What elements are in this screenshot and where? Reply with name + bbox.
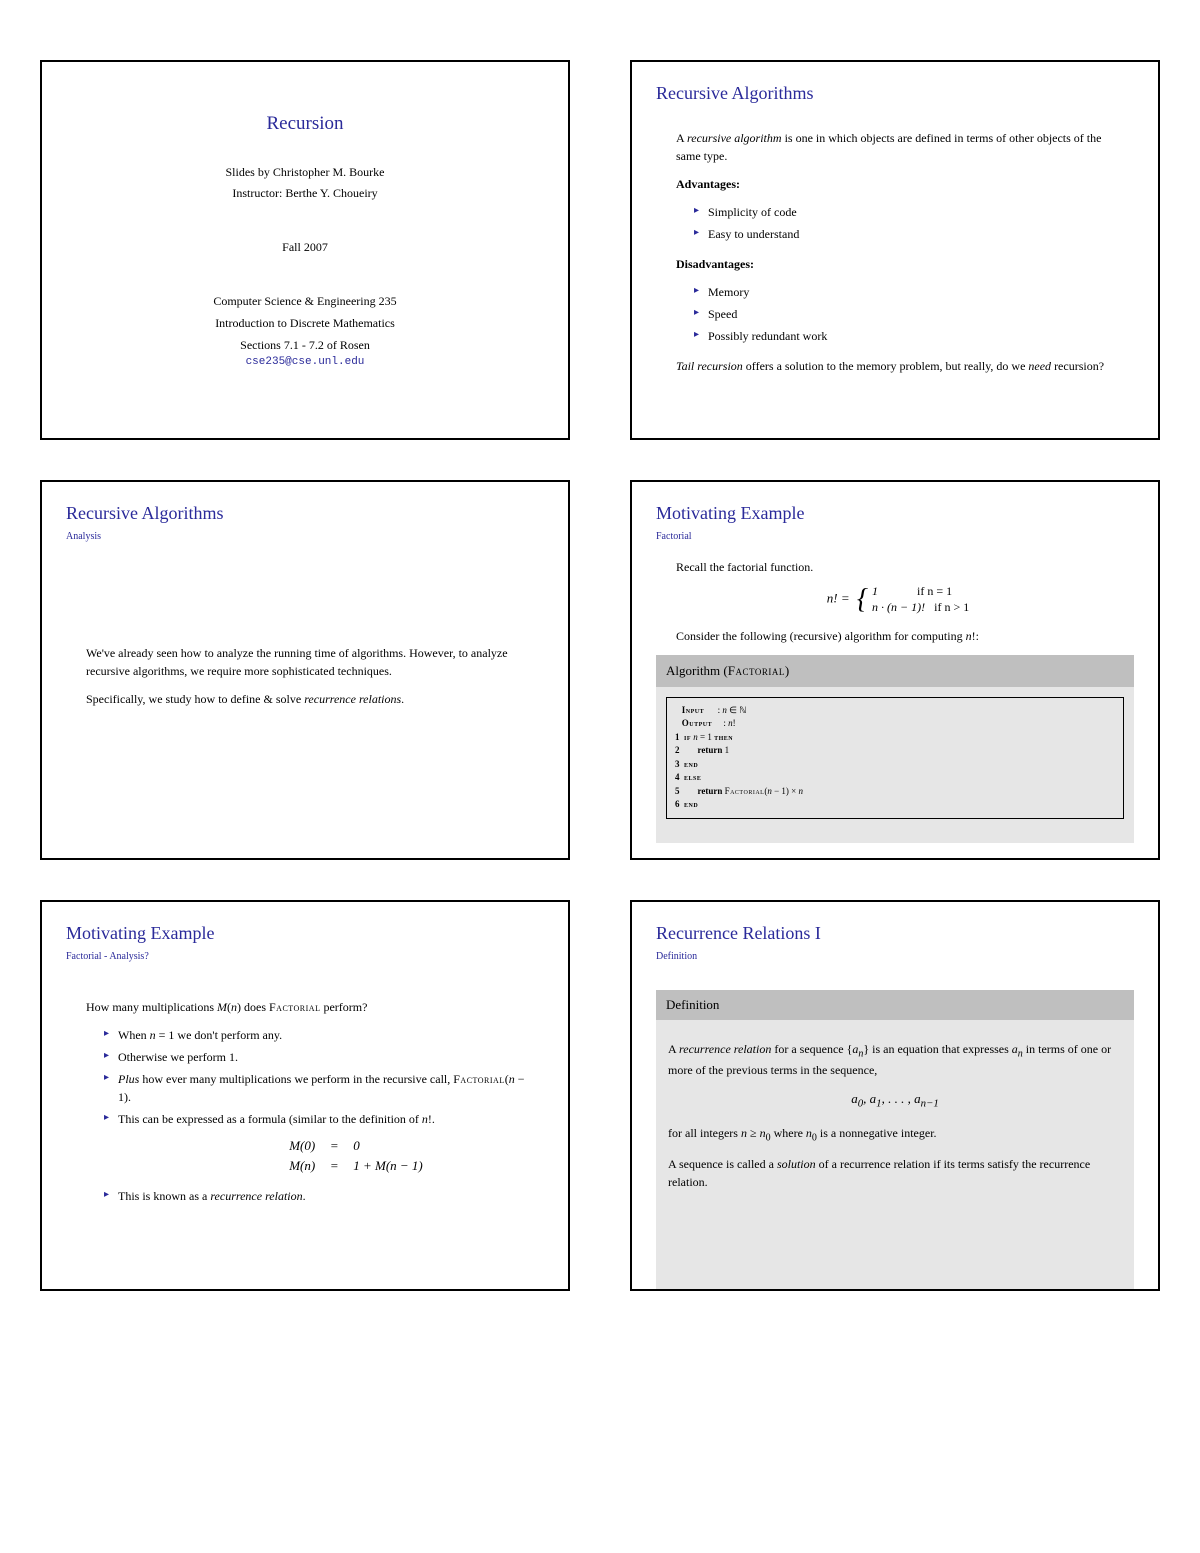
slide-2: Recursive Algorithms A recursive algorit…: [630, 60, 1160, 440]
slide-4: Motivating Example Factorial Recall the …: [630, 480, 1160, 860]
formula-lhs: n! =: [827, 591, 850, 606]
question-text: How many multiplications M(n) does Facto…: [86, 998, 530, 1016]
para-1: We've already seen how to analyze the ru…: [86, 644, 530, 680]
list-item: Memory: [694, 283, 1120, 301]
list-item: Otherwise we perform 1.: [104, 1048, 530, 1066]
slide-6: Recurrence Relations I Definition Defini…: [630, 900, 1160, 1291]
disadvantages-list: Memory Speed Possibly redundant work: [676, 283, 1120, 345]
list-item: This is known as a recurrence relation.: [104, 1187, 530, 1205]
term: Fall 2007: [66, 238, 544, 256]
case-2: n · (n − 1)!: [872, 600, 925, 614]
slide-grid: Recursion Slides by Christopher M. Bourk…: [40, 60, 1160, 1291]
def-text-1: A recurrence relation for a sequence {an…: [668, 1040, 1122, 1079]
case-1-cond: if n = 1: [917, 584, 952, 598]
algo-line: 3 end: [675, 758, 1115, 772]
eq-lhs: M(n): [265, 1156, 315, 1176]
disadvantages-label: Disadvantages:: [676, 255, 1120, 273]
slide-title: Motivating Example: [66, 920, 544, 947]
advantages-label: Advantages:: [676, 175, 1120, 193]
course-line-3: Sections 7.1 - 7.2 of Rosen: [66, 336, 544, 354]
slide-subtitle: Definition: [656, 949, 1134, 964]
slide-title: Recursive Algorithms: [656, 80, 1134, 107]
algo-line: 5 return Factorial(n − 1) × n: [675, 785, 1115, 799]
slide-title: Recursion: [66, 110, 544, 139]
def-text-2: for all integers n ≥ n0 where n0 is a no…: [668, 1124, 1122, 1145]
course-line-2: Introduction to Discrete Mathematics: [66, 314, 544, 332]
algo-line: 2 return 1: [675, 744, 1115, 758]
sequence-formula: a0, a1, . . . , an−1: [668, 1089, 1122, 1112]
list-item: This can be expressed as a formula (simi…: [104, 1110, 530, 1175]
algo-line: Output : n!: [675, 717, 1115, 731]
email: cse235@cse.unl.edu: [66, 354, 544, 371]
case-1: 1: [872, 584, 878, 598]
eq-lhs: M(0): [265, 1136, 315, 1156]
advantages-list: Simplicity of code Easy to understand: [676, 203, 1120, 243]
eq-rhs: 1 + M(n − 1): [353, 1156, 423, 1176]
course-line-1: Computer Science & Engineering 235: [66, 292, 544, 310]
algo-line: 1 if n = 1 then: [675, 731, 1115, 745]
factorial-formula: n! = { 1 if n = 1 n · (n − 1)! if n > 1: [676, 584, 1120, 615]
list-item: Simplicity of code: [694, 203, 1120, 221]
slide-title: Motivating Example: [656, 500, 1134, 527]
byline-2: Instructor: Berthe Y. Choueiry: [66, 184, 544, 202]
definition-header: Definition: [656, 990, 1134, 1020]
consider-text: Consider the following (recursive) algor…: [676, 627, 1120, 645]
list-item: Possibly redundant work: [694, 327, 1120, 345]
slide-3: Recursive Algorithms Analysis We've alre…: [40, 480, 570, 860]
list-item: Plus how ever many multiplications we pe…: [104, 1070, 530, 1106]
intro-text: A recursive algorithm is one in which ob…: [676, 129, 1120, 165]
eq-rhs: 0: [353, 1136, 360, 1156]
slide-1: Recursion Slides by Christopher M. Bourk…: [40, 60, 570, 440]
tail-text: Tail recursion offers a solution to the …: [676, 357, 1120, 375]
algo-line: Input : n ∈ ℕ: [675, 704, 1115, 718]
slide-5: Motivating Example Factorial - Analysis?…: [40, 900, 570, 1291]
recall-text: Recall the factorial function.: [676, 558, 1120, 576]
algo-line: 4 else: [675, 771, 1115, 785]
definition-body: A recurrence relation for a sequence {an…: [656, 1020, 1134, 1220]
algo-line: 6 end: [675, 798, 1115, 812]
para-2: Specifically, we study how to define & s…: [86, 690, 530, 708]
slide-subtitle: Factorial - Analysis?: [66, 949, 544, 964]
slide-subtitle: Analysis: [66, 529, 544, 544]
def-text-3: A sequence is called a solution of a rec…: [668, 1155, 1122, 1191]
case-2-cond: if n > 1: [934, 600, 969, 614]
def-body-extension: [656, 1219, 1134, 1289]
algorithm-body: Input : n ∈ ℕ Output : n! 1 if n = 1 the…: [656, 687, 1134, 843]
list-item: When n = 1 we don't perform any.: [104, 1026, 530, 1044]
list-item: Speed: [694, 305, 1120, 323]
list-item: Easy to understand: [694, 225, 1120, 243]
byline-1: Slides by Christopher M. Bourke: [66, 163, 544, 181]
slide-title: Recursive Algorithms: [66, 500, 544, 527]
algorithm-header: Algorithm (Factorial): [656, 655, 1134, 687]
slide-title: Recurrence Relations I: [656, 920, 1134, 947]
slide-subtitle: Factorial: [656, 529, 1134, 544]
analysis-list: When n = 1 we don't perform any. Otherwi…: [86, 1026, 530, 1205]
